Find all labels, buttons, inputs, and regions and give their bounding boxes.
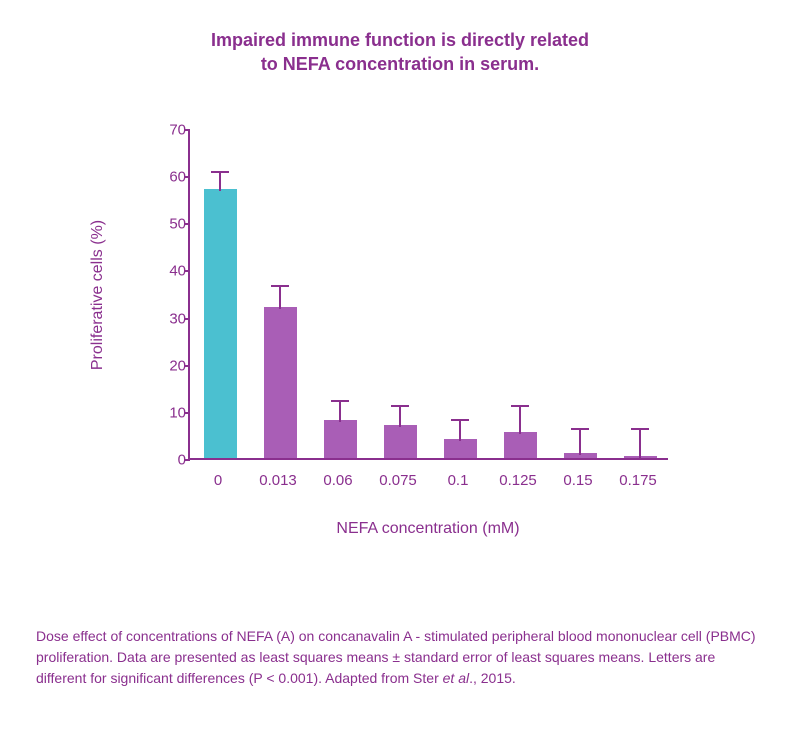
chart: Proliferative cells (%) NEFA concentrati…	[108, 120, 688, 560]
bar	[504, 432, 537, 458]
x-tick-label: 0.15	[563, 472, 592, 489]
error-cap	[511, 405, 529, 407]
error-bar	[339, 401, 341, 422]
chart-title-line1: Impaired immune function is directly rel…	[211, 30, 589, 50]
y-tick-label: 50	[136, 216, 186, 233]
error-bar	[399, 406, 401, 427]
error-bar	[579, 429, 581, 455]
bar	[204, 189, 237, 458]
y-tick-label: 40	[136, 263, 186, 280]
error-bar	[279, 286, 281, 310]
x-tick-label: 0.125	[499, 472, 537, 489]
x-tick-label: 0.175	[619, 472, 657, 489]
y-tick-label: 70	[136, 122, 186, 139]
chart-title: Impaired immune function is directly rel…	[0, 28, 800, 77]
y-tick-label: 30	[136, 310, 186, 327]
caption: Dose effect of concentrations of NEFA (A…	[36, 626, 756, 689]
error-cap	[451, 419, 469, 421]
chart-title-line2: to NEFA concentration in serum.	[261, 54, 539, 74]
y-tick-label: 20	[136, 357, 186, 374]
error-bar	[219, 172, 221, 191]
error-cap	[631, 428, 649, 430]
error-cap	[571, 428, 589, 430]
bar	[444, 439, 477, 458]
error-bar	[639, 429, 641, 457]
x-tick-label: 0.1	[448, 472, 469, 489]
error-cap	[271, 285, 289, 287]
error-cap	[391, 405, 409, 407]
x-tick-label: 0	[214, 472, 222, 489]
x-tick-label: 0.075	[379, 472, 417, 489]
x-tick-label: 0.06	[323, 472, 352, 489]
x-axis-label: NEFA concentration (mM)	[188, 520, 668, 538]
bar	[384, 425, 417, 458]
error-bar	[519, 406, 521, 434]
bar	[324, 420, 357, 458]
error-bar	[459, 420, 461, 441]
bar	[264, 307, 297, 458]
y-tick-label: 0	[136, 452, 186, 469]
error-cap	[211, 171, 229, 173]
error-cap	[331, 400, 349, 402]
plot-area	[188, 130, 668, 460]
y-tick-label: 60	[136, 169, 186, 186]
y-tick-label: 10	[136, 404, 186, 421]
x-tick-label: 0.013	[259, 472, 297, 489]
y-axis-label: Proliferative cells (%)	[89, 220, 107, 370]
